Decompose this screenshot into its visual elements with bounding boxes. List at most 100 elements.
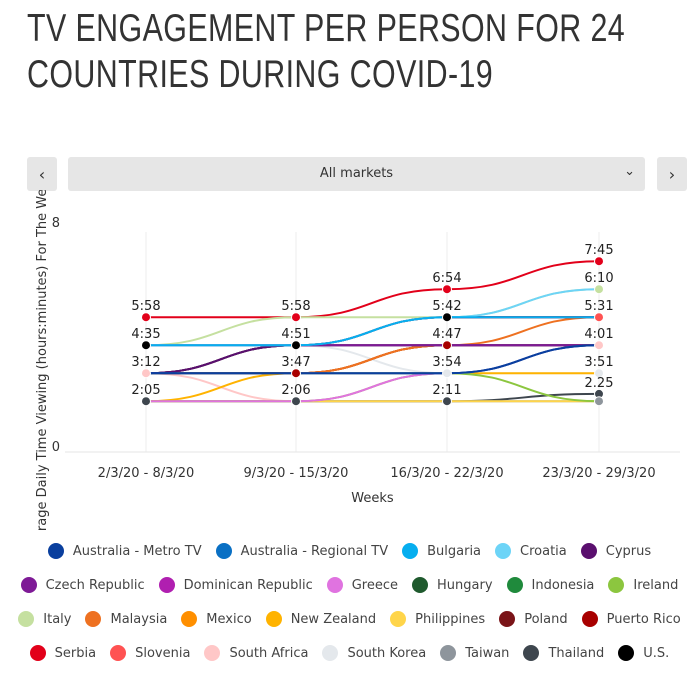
legend-item[interactable]: U.S. [618,645,669,661]
legend-swatch-icon [215,543,232,559]
legend-label: South Africa [229,645,309,661]
data-label: 3:47 [281,355,310,370]
data-label: 4:47 [432,327,461,342]
legend-item[interactable]: Philippines [390,611,485,627]
legend-label: U.S. [643,645,670,661]
legend-item[interactable]: Indonesia [506,577,595,593]
data-label: 3:51 [584,355,613,370]
legend-label: Cyprus [605,543,652,559]
data-point [442,340,452,351]
legend-label: Dominican Republic [183,577,313,593]
legend-item[interactable]: Hungary [412,577,493,593]
market-dropdown[interactable]: All markets ⌄ [68,157,645,191]
data-point [291,368,301,379]
legend-item[interactable]: Puerto Rico [581,611,681,627]
series-line-bulgaria [145,316,599,347]
legend-item[interactable]: Dominican Republic [158,577,313,593]
legend-label: Australia - Metro TV [72,543,202,559]
legend-item[interactable]: Croatia [495,543,567,559]
legend-label: Bulgaria [427,543,482,559]
legend-label: Taiwan [465,645,510,661]
legend-swatch-icon [495,543,512,559]
legend-item[interactable]: Thailand [523,645,604,661]
x-tick-label: 23/3/20 - 29/3/20 [542,466,655,481]
legend-item[interactable]: Czech Republic [20,577,145,593]
data-point [594,340,604,351]
data-label: 6:54 [432,271,461,286]
y-tick-label: 0 [52,440,60,455]
legend-item[interactable]: Ireland [608,577,678,593]
data-label: 4:01 [584,327,613,342]
legend-item[interactable]: Italy [18,611,71,627]
data-label: 6:10 [584,271,613,286]
legend-swatch-icon [110,645,127,661]
legend-item[interactable]: Serbia [29,645,96,661]
legend-item[interactable]: Slovenia [110,645,190,661]
legend-item[interactable]: Cyprus [580,543,652,559]
legend-item[interactable]: Bulgaria [402,543,481,559]
data-label: 5:31 [584,299,613,314]
x-tick-label: 9/3/20 - 15/3/20 [244,466,349,481]
legend-label: Croatia [520,543,567,559]
legend-swatch-icon [326,577,343,593]
legend-label: New Zealand [290,611,377,627]
legend: Australia - Metro TV Australia - Regional… [0,534,699,670]
page-title: TV ENGAGEMENT PER PERSON FOR 24 COUNTRIE… [27,7,626,96]
legend-row: Australia - Metro TV Australia - Regional… [0,534,699,568]
legend-swatch-icon [523,645,540,661]
next-button[interactable]: › [657,157,687,191]
legend-swatch-icon [322,645,339,661]
legend-item[interactable]: South Korea [322,645,426,661]
data-point [594,312,604,323]
data-label: 2:05 [131,383,160,398]
legend-item[interactable]: Mexico [181,611,252,627]
data-label: 3:54 [432,355,461,370]
data-point [141,312,151,323]
series-line-thailand [145,392,600,403]
data-label: 4:51 [281,327,310,342]
data-label: 2:11 [432,383,461,398]
data-label: 3:12 [131,355,160,370]
legend-item[interactable]: Poland [499,611,568,627]
legend-swatch-icon [85,611,102,627]
legend-item[interactable]: Malaysia [85,611,167,627]
data-point [291,396,301,407]
data-point [594,256,604,267]
legend-item[interactable]: Taiwan [440,645,509,661]
data-point [141,368,151,379]
data-label: 7:45 [584,243,613,258]
data-point [141,396,151,407]
legend-row: Italy Malaysia Mexico New Zealand Philippine… [0,602,699,636]
legend-label: Philippines [415,611,486,627]
legend-row: Serbia Slovenia South Africa South Korea Tai… [0,636,699,670]
legend-swatch-icon [47,543,64,559]
legend-item[interactable]: New Zealand [265,611,377,627]
legend-swatch-icon [412,577,429,593]
series-line-australia-metro-tv [146,344,600,375]
legend-item[interactable]: South Africa [204,645,308,661]
prev-button[interactable]: ‹ [27,157,57,191]
legend-label: Greece [351,577,399,593]
legend-swatch-icon [158,577,175,593]
legend-swatch-icon [402,543,419,559]
data-label: 2.25 [585,376,614,391]
legend-label: Italy [43,611,72,627]
y-axis-title: Average Daily Time Viewing (hours:minute… [35,190,50,530]
data-label: 4:35 [131,327,160,342]
x-tick-label: 2/3/20 - 8/3/20 [98,466,195,481]
legend-item[interactable]: Greece [326,577,399,593]
data-label: 5:58 [281,299,310,314]
legend-label: Indonesia [531,577,595,593]
legend-label: South Korea [347,645,427,661]
series-line-serbia [145,260,600,319]
legend-item[interactable]: Australia - Regional TV [215,543,388,559]
data-point [442,284,452,295]
legend-swatch-icon [506,577,523,593]
x-axis-title: Weeks [351,491,394,506]
legend-swatch-icon [580,543,597,559]
legend-swatch-icon [20,577,37,593]
data-label: 5:58 [131,299,160,314]
legend-item[interactable]: Australia - Metro TV [47,543,202,559]
legend-label: Czech Republic [45,577,145,593]
legend-swatch-icon [499,611,516,627]
